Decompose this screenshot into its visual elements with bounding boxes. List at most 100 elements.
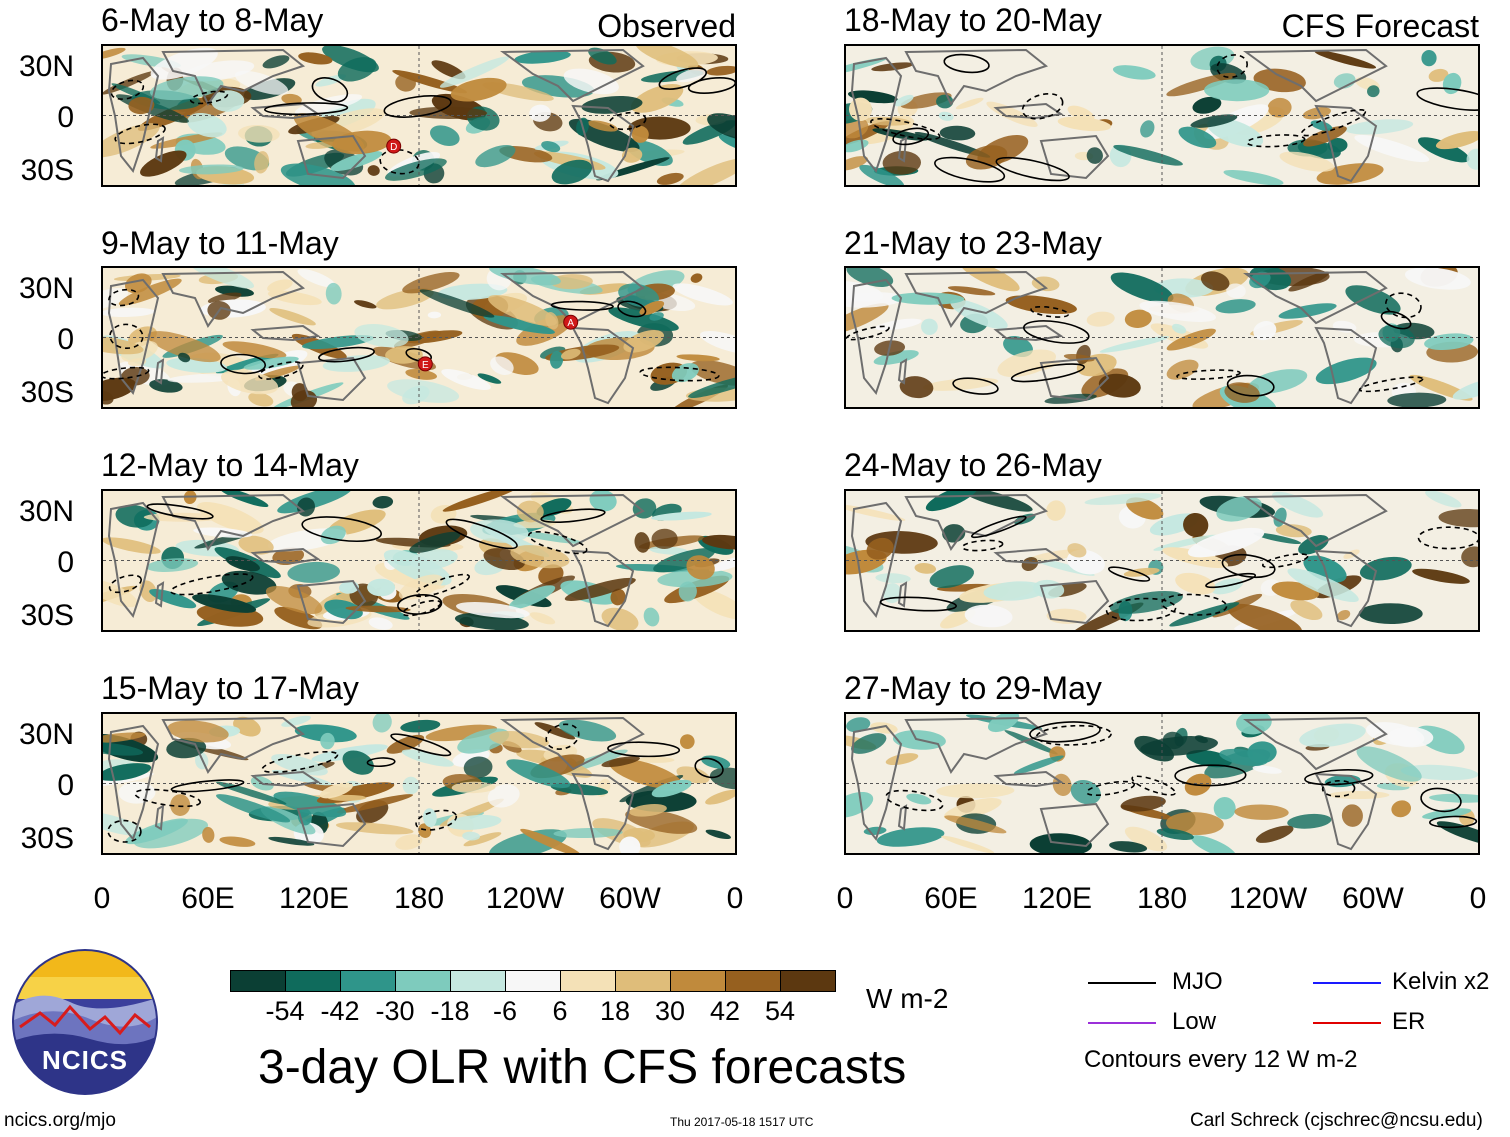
olr-anomaly-cell — [643, 607, 660, 627]
olr-anomaly-cell — [997, 349, 1057, 378]
coastline — [904, 270, 1049, 328]
olr-anomaly-cell — [437, 283, 508, 300]
olr-field — [846, 714, 1478, 853]
olr-anomaly-cell — [1404, 268, 1471, 290]
olr-anomaly-cell — [649, 312, 664, 321]
olr-anomaly-cell — [1166, 72, 1236, 97]
olr-anomaly-cell — [708, 555, 735, 572]
colorbar-tick-label: 30 — [654, 996, 686, 1026]
site-link[interactable]: ncics.org/mjo — [4, 1110, 116, 1131]
colorbar-tick-label: 6 — [552, 996, 568, 1026]
olr-anomaly-cell — [207, 292, 242, 304]
olr-anomaly-cell — [1216, 496, 1262, 522]
author: Carl Schreck (cjschrec@ncsu.edu) — [1190, 1110, 1483, 1131]
panel-title-4: 15-May to 17-May — [101, 670, 359, 706]
olr-anomaly-cell — [115, 504, 154, 528]
mjo-contour — [383, 95, 452, 118]
mjo-contour — [879, 596, 957, 612]
olr-anomaly-cell — [103, 335, 144, 355]
olr-anomaly-cell — [1153, 534, 1218, 551]
olr-anomaly-cell — [103, 71, 156, 95]
olr-anomaly-cell — [319, 782, 353, 799]
coastline — [296, 356, 367, 402]
olr-anomaly-cell — [1215, 299, 1256, 314]
coastline — [1314, 549, 1378, 628]
legend-er-swatch — [1313, 1022, 1381, 1024]
panel-title-6: 21-May to 23-May — [844, 225, 1102, 261]
olr-anomaly-cell — [1086, 147, 1103, 164]
olr-anomaly-cell — [419, 289, 495, 318]
units-label: W m-2 — [866, 983, 949, 1014]
olr-anomaly-cell — [1124, 309, 1152, 328]
olr-anomaly-cell — [395, 74, 416, 92]
olr-anomaly-cell — [1341, 804, 1363, 827]
olr-anomaly-cell — [225, 556, 260, 572]
olr-anomaly-cell — [651, 779, 692, 798]
olr-anomaly-cell — [146, 558, 199, 573]
colorbar-tick-label: 18 — [599, 996, 631, 1026]
olr-anomaly-cell — [238, 535, 274, 555]
olr-anomaly-cell — [372, 495, 394, 509]
olr-anomaly-cell — [451, 781, 496, 794]
lat-label-eq: 0 — [57, 546, 74, 579]
coastline — [500, 716, 645, 771]
mjo-contour — [1023, 320, 1090, 344]
lon-label: 60E — [181, 882, 235, 915]
olr-anomaly-cell — [1109, 841, 1148, 853]
olr-anomaly-cell — [707, 113, 735, 141]
olr-anomaly-cell — [128, 96, 155, 115]
mjo-contour — [1358, 376, 1424, 393]
mjo-contour — [617, 300, 647, 318]
olr-anomaly-cell — [1120, 795, 1166, 812]
olr-anomaly-cell — [1187, 527, 1265, 558]
colorbar-bin — [285, 970, 341, 992]
mjo-contour — [264, 102, 349, 116]
olr-anomaly-cell — [609, 758, 683, 790]
olr-anomaly-cell — [1387, 726, 1434, 748]
olr-anomaly-cell — [718, 134, 735, 151]
olr-anomaly-cell — [706, 65, 735, 76]
olr-anomaly-cell — [1086, 311, 1115, 327]
coastline — [1039, 356, 1110, 402]
olr-anomaly-cell — [425, 724, 498, 742]
olr-field: D — [103, 46, 735, 185]
olr-anomaly-cell — [441, 369, 491, 390]
coastline — [161, 716, 306, 774]
colorbar-tick-label: -54 — [265, 996, 305, 1026]
olr-anomaly-cell — [103, 377, 137, 402]
olr-anomaly-cell — [700, 331, 735, 355]
olr-anomaly-cell — [401, 749, 454, 767]
lon-label: 120W — [1228, 882, 1308, 915]
mjo-contour — [1010, 363, 1085, 383]
olr-anomaly-cell — [182, 60, 255, 82]
olr-anomaly-cell — [281, 93, 302, 105]
olr-anomaly-cell — [118, 278, 182, 306]
olr-anomaly-cell — [280, 163, 356, 185]
olr-anomaly-cell — [899, 376, 934, 399]
coastline — [161, 270, 306, 328]
olr-field — [103, 491, 735, 630]
olr-anomaly-cell — [1421, 50, 1437, 67]
olr-anomaly-cell — [166, 737, 207, 759]
olr-anomaly-cell — [149, 588, 197, 609]
olr-anomaly-cell — [705, 829, 731, 840]
olr-anomaly-cell — [846, 717, 871, 733]
olr-anomaly-cell — [367, 578, 396, 597]
olr-anomaly-cell — [1314, 50, 1377, 69]
olr-anomaly-cell — [219, 836, 256, 847]
panel-title-3: 12-May to 14-May — [101, 447, 359, 483]
coastline — [897, 358, 908, 385]
mjo-contour — [528, 530, 588, 555]
olr-anomaly-cell — [475, 145, 516, 168]
olr-anomaly-cell — [297, 268, 336, 288]
olr-anomaly-cell — [103, 732, 146, 744]
lat-label-30s: 30S — [20, 154, 74, 187]
lon-label: 180 — [1136, 882, 1188, 915]
olr-anomaly-cell — [269, 308, 316, 326]
coastline — [296, 579, 367, 625]
colorbar-bin — [780, 970, 836, 992]
storm-marker: A — [563, 314, 579, 330]
olr-anomaly-cell — [601, 756, 640, 768]
olr-anomaly-cell — [222, 341, 287, 359]
olr-anomaly-cell — [651, 511, 712, 521]
